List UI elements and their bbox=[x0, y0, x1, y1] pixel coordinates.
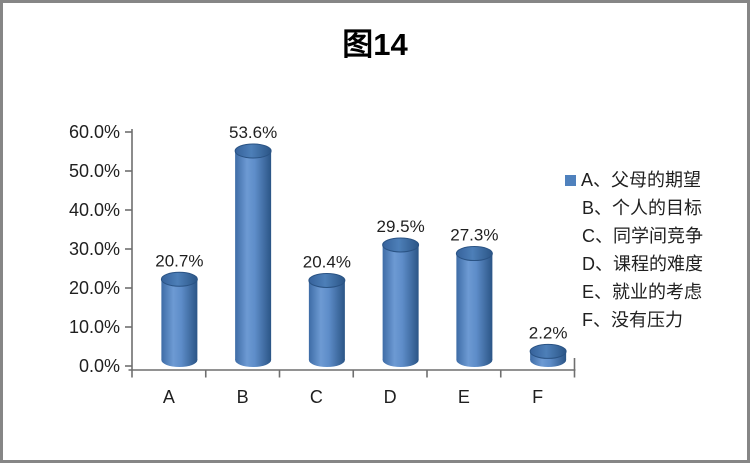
data-label: 29.5% bbox=[377, 217, 425, 236]
category-label: C bbox=[310, 387, 323, 407]
y-tick-label: 40.0% bbox=[69, 200, 120, 220]
bar bbox=[529, 343, 567, 367]
bar-body bbox=[382, 244, 419, 360]
legend-entry-label: E、就业的考虑 bbox=[582, 282, 703, 302]
legend-entry-label: C、同学间竞争 bbox=[582, 226, 703, 246]
category-label: D bbox=[384, 387, 397, 407]
bar-body bbox=[161, 279, 198, 360]
legend-entry: D、课程的难度 bbox=[565, 250, 747, 278]
chart-plot: 0.0% 10.0% 20.0% 30.0% 40.0% 50.0% 60.0% A B C D E F… bbox=[69, 122, 576, 407]
labels-layer: 0.0% 10.0% 20.0% 30.0% 40.0% 50.0% 60.0% A B C D E F… bbox=[69, 122, 568, 407]
chart-title: 图14 bbox=[342, 27, 408, 62]
category-label: A bbox=[163, 387, 175, 407]
bar bbox=[160, 271, 198, 367]
bar-top bbox=[382, 237, 420, 253]
bar bbox=[308, 272, 346, 367]
bar-top bbox=[308, 272, 346, 288]
bar-top bbox=[529, 343, 567, 359]
axes-layer bbox=[125, 129, 576, 378]
y-tick-label: 0.0% bbox=[79, 356, 120, 376]
data-label: 53.6% bbox=[229, 123, 277, 142]
legend-entry: E、就业的考虑 bbox=[565, 278, 747, 306]
data-label: 27.3% bbox=[450, 226, 498, 245]
legend-entry-label: F、没有压力 bbox=[582, 310, 683, 330]
legend-entry-label: A、父母的期望 bbox=[581, 170, 702, 190]
data-label: 20.4% bbox=[303, 252, 351, 271]
bar-body bbox=[308, 280, 345, 360]
bar bbox=[234, 143, 272, 367]
category-label: F bbox=[532, 387, 543, 407]
y-tick-label: 20.0% bbox=[69, 278, 120, 298]
bars-layer bbox=[160, 143, 567, 367]
y-tick-label: 10.0% bbox=[69, 317, 120, 337]
y-tick-label: 30.0% bbox=[69, 239, 120, 259]
bar-top bbox=[455, 246, 493, 262]
legend-entry-label: B、个人的目标 bbox=[582, 198, 703, 218]
data-label: 2.2% bbox=[529, 323, 568, 342]
category-label: E bbox=[458, 387, 470, 407]
category-label: B bbox=[237, 387, 249, 407]
legend-marker-icon bbox=[565, 174, 576, 186]
legend-entry: F、没有压力 bbox=[565, 306, 747, 334]
bar-body bbox=[235, 150, 272, 360]
legend-entry-label: D、课程的难度 bbox=[582, 254, 703, 274]
bar bbox=[455, 246, 493, 367]
y-tick-label: 50.0% bbox=[69, 161, 120, 181]
data-label: 20.7% bbox=[155, 251, 203, 270]
bar bbox=[382, 237, 420, 367]
legend-entry: A、父母的期望 bbox=[565, 166, 747, 194]
legend-entry: B、个人的目标 bbox=[565, 194, 747, 222]
bar-top bbox=[234, 143, 272, 159]
y-tick-label: 60.0% bbox=[69, 122, 120, 142]
bar-body bbox=[456, 253, 493, 360]
chart-legend: A、父母的期望 B、个人的目标 C、同学间竞争 D、课程的难度 E、就业的考虑 … bbox=[565, 166, 747, 334]
legend-entry: C、同学间竞争 bbox=[565, 222, 747, 250]
bar-top bbox=[160, 271, 198, 287]
